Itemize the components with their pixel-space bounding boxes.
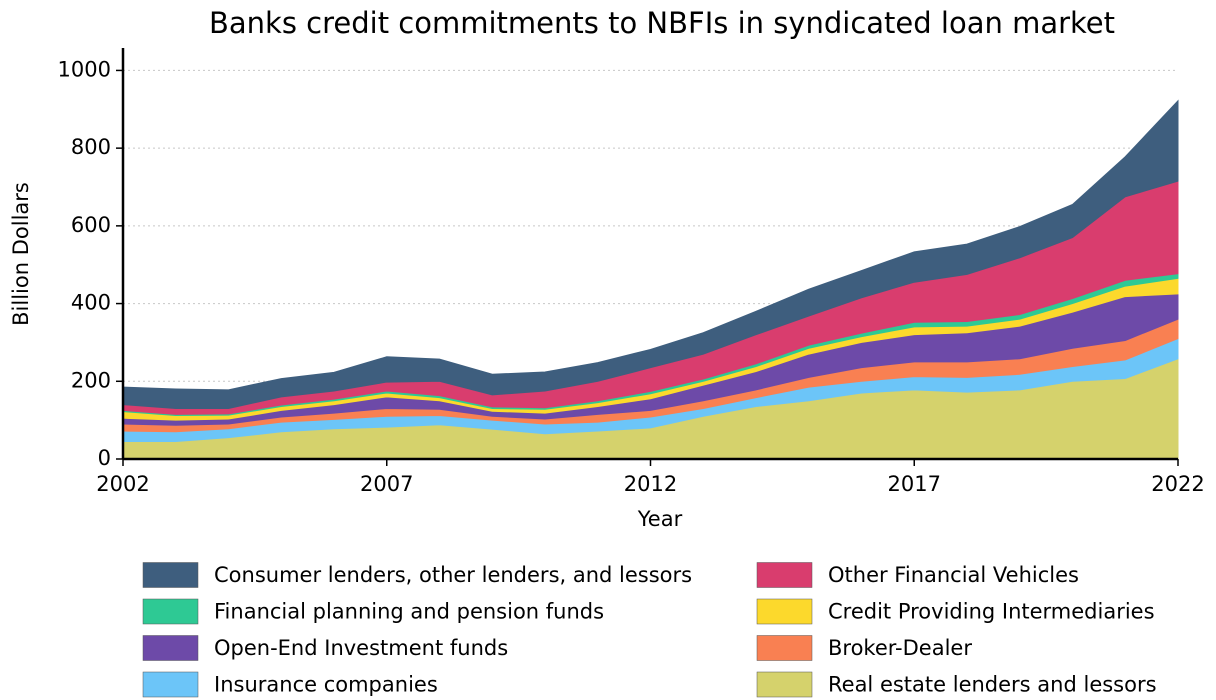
legend-label: Financial planning and pension funds [214, 600, 604, 624]
x-tick-label: 2002 [96, 472, 149, 496]
x-tick-label: 2007 [360, 472, 413, 496]
legend-swatch [142, 671, 199, 698]
y-tick-label: 400 [71, 291, 111, 315]
x-tick-label: 2017 [888, 472, 941, 496]
legend-swatch [142, 635, 199, 661]
y-tick-label: 200 [71, 368, 111, 392]
legend-label: Open-End Investment funds [214, 636, 508, 660]
legend-swatch [756, 671, 813, 698]
legend-label: Consumer lenders, other lenders, and les… [214, 563, 692, 587]
legend-label: Insurance companies [214, 673, 438, 697]
legend-swatch [756, 562, 813, 588]
legend-label: Other Financial Vehicles [828, 563, 1079, 587]
legend-label: Credit Providing Intermediaries [828, 600, 1155, 624]
legend-label: Real estate lenders and lessors [828, 673, 1157, 697]
y-tick-label: 1000 [58, 57, 111, 81]
chart-title: Banks credit commitments to NBFIs in syn… [209, 6, 1115, 40]
legend-swatch [142, 562, 199, 588]
x-tick-label: 2012 [624, 472, 677, 496]
x-axis-title: Year [637, 507, 683, 531]
y-axis-title: Billion Dollars [9, 182, 33, 326]
legend-label: Broker-Dealer [828, 636, 972, 660]
x-tick-label: 2022 [1151, 472, 1204, 496]
y-tick-label: 0 [98, 446, 111, 470]
legend-swatch [142, 598, 199, 625]
legend-swatch [756, 598, 813, 625]
y-tick-label: 800 [71, 135, 111, 159]
legend-swatch [756, 635, 813, 661]
area [122, 99, 1179, 409]
y-tick-label: 600 [71, 213, 111, 237]
